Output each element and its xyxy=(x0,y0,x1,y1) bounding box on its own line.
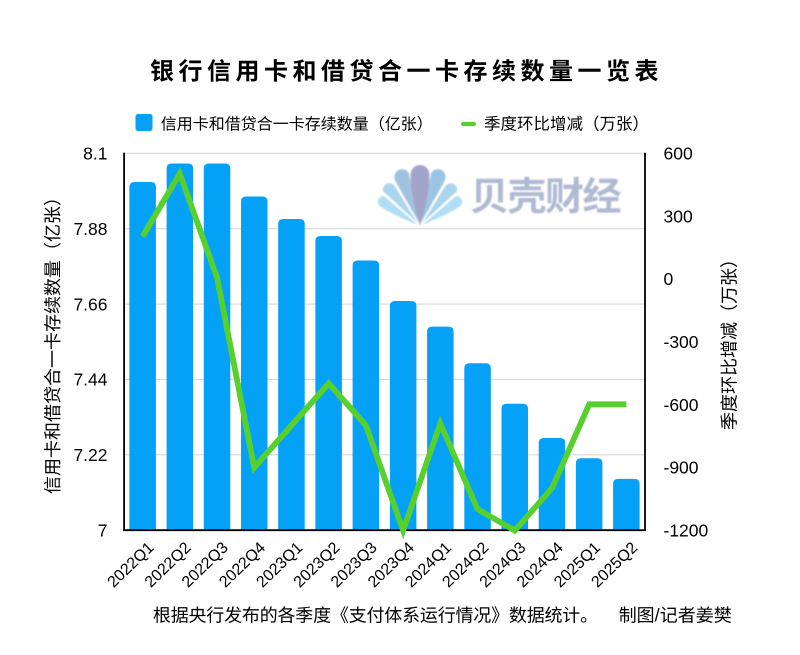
svg-text:信用卡和借贷合一卡存续数量（亿张）: 信用卡和借贷合一卡存续数量（亿张） xyxy=(43,188,63,494)
svg-text:7.22: 7.22 xyxy=(73,445,107,465)
svg-text:制图/记者姜樊: 制图/记者姜樊 xyxy=(619,606,732,626)
svg-text:-1200: -1200 xyxy=(664,520,709,540)
svg-text:0: 0 xyxy=(664,269,674,289)
svg-text:银行信用卡和借贷合一卡存续数量一览表: 银行信用卡和借贷合一卡存续数量一览表 xyxy=(150,58,663,85)
svg-text:根据央行发布的各季度《支付体系运行情况》数据统计。: 根据央行发布的各季度《支付体系运行情况》数据统计。 xyxy=(153,606,598,626)
svg-text:7.88: 7.88 xyxy=(73,219,107,239)
svg-text:7.44: 7.44 xyxy=(73,370,107,390)
svg-text:-900: -900 xyxy=(664,458,699,478)
svg-text:7: 7 xyxy=(98,520,108,540)
svg-text:季度环比增减（万张）: 季度环比增减（万张） xyxy=(720,250,740,430)
svg-text:-300: -300 xyxy=(664,332,699,352)
svg-text:600: 600 xyxy=(664,144,693,164)
svg-text:-600: -600 xyxy=(664,395,699,415)
svg-text:8.1: 8.1 xyxy=(83,144,107,164)
svg-text:季度环比增减（万张）: 季度环比增减（万张） xyxy=(484,115,649,134)
svg-text:7.66: 7.66 xyxy=(73,294,107,314)
svg-text:信用卡和借贷合一卡存续数量（亿张）: 信用卡和借贷合一卡存续数量（亿张） xyxy=(161,116,433,134)
svg-text:300: 300 xyxy=(664,206,693,226)
svg-text:贝壳财经: 贝壳财经 xyxy=(470,176,622,219)
